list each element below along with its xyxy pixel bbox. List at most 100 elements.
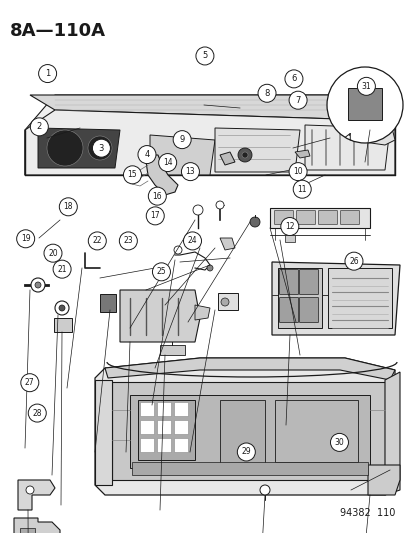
Polygon shape [367, 465, 399, 495]
Circle shape [30, 118, 48, 136]
Polygon shape [145, 155, 178, 195]
FancyBboxPatch shape [174, 402, 188, 416]
Text: 21: 21 [57, 265, 66, 273]
FancyBboxPatch shape [339, 211, 358, 224]
Text: 6: 6 [291, 75, 296, 83]
Circle shape [35, 282, 41, 288]
Polygon shape [150, 135, 214, 175]
Circle shape [92, 139, 110, 157]
FancyBboxPatch shape [140, 421, 154, 434]
Text: 13: 13 [185, 167, 195, 176]
Polygon shape [271, 262, 399, 335]
Polygon shape [105, 358, 394, 380]
Polygon shape [18, 480, 55, 510]
Text: 8: 8 [264, 89, 269, 98]
Circle shape [237, 148, 252, 162]
Circle shape [88, 232, 106, 250]
Text: 29: 29 [241, 448, 251, 456]
Polygon shape [95, 358, 394, 495]
Text: 3: 3 [99, 144, 104, 152]
Polygon shape [218, 293, 237, 310]
Text: 8A—110A: 8A—110A [10, 22, 106, 40]
Circle shape [221, 298, 228, 306]
Text: 27: 27 [25, 378, 35, 387]
Polygon shape [277, 268, 321, 328]
Text: 1: 1 [45, 69, 50, 78]
Text: 12: 12 [285, 222, 294, 231]
Circle shape [158, 154, 176, 172]
Text: 9: 9 [179, 135, 184, 144]
Circle shape [119, 232, 137, 250]
FancyBboxPatch shape [157, 402, 171, 416]
Circle shape [173, 131, 191, 149]
Text: 16: 16 [152, 192, 162, 200]
Text: 30: 30 [334, 438, 344, 447]
Circle shape [181, 163, 199, 181]
Text: 10: 10 [292, 167, 302, 176]
Circle shape [206, 265, 212, 271]
Text: 11: 11 [297, 185, 306, 193]
Circle shape [26, 486, 34, 494]
Polygon shape [327, 268, 391, 328]
Circle shape [44, 244, 62, 262]
Circle shape [55, 301, 69, 315]
Text: 14: 14 [162, 158, 172, 167]
Polygon shape [219, 400, 264, 468]
FancyBboxPatch shape [274, 211, 293, 224]
Polygon shape [384, 372, 399, 495]
Circle shape [216, 201, 223, 209]
Polygon shape [274, 400, 357, 462]
Text: 19: 19 [21, 235, 31, 243]
Text: 20: 20 [48, 249, 58, 257]
Polygon shape [14, 518, 60, 533]
Circle shape [138, 146, 156, 164]
Polygon shape [54, 318, 72, 332]
Circle shape [242, 152, 247, 158]
Circle shape [192, 205, 202, 215]
Circle shape [259, 485, 269, 495]
Text: 26: 26 [348, 257, 358, 265]
Polygon shape [20, 528, 35, 533]
Circle shape [148, 187, 166, 205]
Text: 7: 7 [295, 96, 300, 104]
Circle shape [288, 91, 306, 109]
Circle shape [88, 136, 112, 160]
Circle shape [152, 263, 170, 281]
Circle shape [183, 232, 201, 250]
Circle shape [356, 77, 375, 95]
Circle shape [280, 217, 298, 236]
Text: 15: 15 [127, 171, 137, 179]
FancyBboxPatch shape [174, 439, 188, 453]
Text: 23: 23 [123, 237, 133, 245]
Polygon shape [269, 208, 369, 228]
Polygon shape [219, 152, 235, 165]
FancyBboxPatch shape [318, 211, 337, 224]
Circle shape [237, 443, 255, 461]
Circle shape [38, 64, 57, 83]
Polygon shape [347, 88, 381, 120]
Text: 28: 28 [33, 409, 42, 417]
Polygon shape [349, 120, 394, 145]
Text: 2: 2 [37, 123, 42, 131]
Circle shape [326, 67, 402, 143]
Polygon shape [214, 128, 299, 172]
Circle shape [288, 163, 306, 181]
Text: 94382  110: 94382 110 [339, 508, 394, 518]
Polygon shape [138, 400, 195, 460]
FancyBboxPatch shape [140, 439, 154, 453]
Circle shape [195, 47, 214, 65]
Polygon shape [95, 380, 112, 485]
Polygon shape [112, 382, 384, 480]
FancyBboxPatch shape [296, 211, 315, 224]
Circle shape [21, 374, 39, 392]
Polygon shape [100, 294, 116, 312]
Circle shape [292, 180, 311, 198]
Text: 5: 5 [202, 52, 207, 60]
Polygon shape [132, 462, 367, 475]
Circle shape [146, 207, 164, 225]
Polygon shape [130, 395, 369, 468]
Polygon shape [120, 290, 199, 342]
Circle shape [53, 260, 71, 278]
Circle shape [47, 130, 83, 166]
FancyBboxPatch shape [157, 421, 171, 434]
